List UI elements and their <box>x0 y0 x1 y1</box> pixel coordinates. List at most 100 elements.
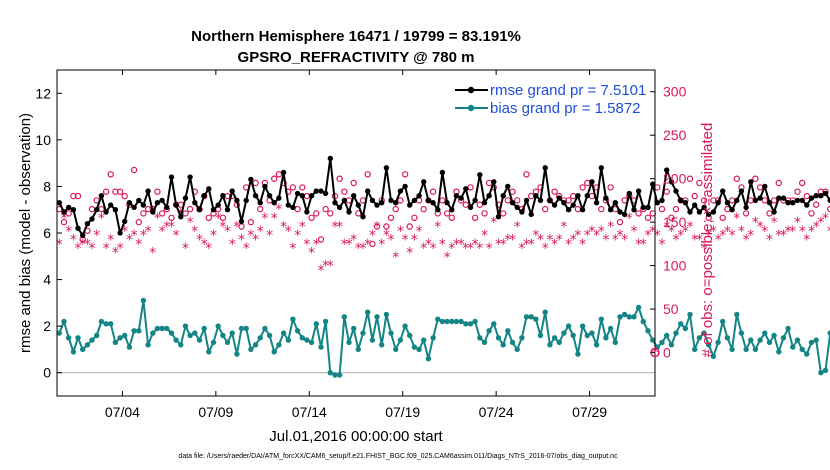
bias-point <box>523 314 530 320</box>
possible-obs-marker <box>182 210 189 217</box>
assimilated-obs-marker: * <box>794 215 801 231</box>
rmse-point <box>336 204 343 211</box>
rmse-point <box>430 200 436 206</box>
possible-obs-marker <box>275 171 283 178</box>
assimilated-obs-marker: * <box>775 228 782 244</box>
assimilated-obs-marker: * <box>313 237 320 253</box>
bias-point <box>598 316 604 322</box>
possible-obs-marker <box>803 192 811 200</box>
left-y-tick-label: 4 <box>43 272 51 288</box>
bias-point <box>346 339 352 346</box>
rmse-point <box>220 193 226 199</box>
right-y-tick-label: 150 <box>663 214 687 230</box>
rmse-point <box>150 209 156 215</box>
possible-obs-marker <box>406 223 413 230</box>
assimilated-obs-marker: * <box>715 233 722 249</box>
bias-point <box>294 328 301 334</box>
left-y-tick-label: 8 <box>43 178 51 194</box>
bias-point <box>757 337 763 343</box>
rmse-point <box>80 232 86 238</box>
rmse-point <box>126 200 133 206</box>
bias-point <box>117 335 123 341</box>
assimilated-obs-marker: * <box>61 211 68 227</box>
assimilated-obs-marker: * <box>224 224 231 240</box>
assimilated-obs-marker: * <box>159 224 166 240</box>
bias-point <box>421 337 427 343</box>
possible-obs-marker <box>327 210 334 217</box>
rmse-point <box>206 186 212 192</box>
possible-obs-marker <box>742 210 750 217</box>
assimilated-obs-marker: * <box>733 211 740 227</box>
possible-obs-marker <box>686 175 694 182</box>
bias-point <box>411 344 418 350</box>
rmse-point <box>458 195 464 201</box>
rmse-point <box>421 179 427 185</box>
bias-point <box>383 311 390 318</box>
assimilated-obs-marker: * <box>98 211 105 227</box>
rmse-point <box>117 230 123 236</box>
bias-point <box>271 349 277 355</box>
assimilated-obs-marker: * <box>89 241 96 257</box>
possible-obs-marker <box>219 214 227 221</box>
assimilated-obs-marker: * <box>318 263 325 279</box>
bias-point <box>332 372 338 378</box>
possible-obs-marker <box>542 205 549 213</box>
right-y-axis: 0 50 100 150 200 250 300 * <box>650 84 687 362</box>
rmse-point <box>645 204 651 211</box>
assimilated-obs-marker: * <box>444 250 451 266</box>
assimilated-obs-marker: * <box>677 228 684 244</box>
rmse-point <box>94 207 100 213</box>
possible-obs-marker <box>756 184 764 191</box>
rmse-point <box>332 200 338 206</box>
bias-point <box>196 337 203 343</box>
rmse-point <box>827 197 830 204</box>
assimilated-obs-marker: * <box>247 228 254 244</box>
assimilated-obs-marker: * <box>757 220 764 236</box>
assimilated-obs-marker: * <box>378 237 385 253</box>
right-axis-zero-star: * <box>652 346 659 362</box>
bias-point <box>547 342 553 348</box>
possible-obs-marker <box>135 218 142 226</box>
rmse-point <box>631 207 637 213</box>
bias-point <box>734 311 740 318</box>
assimilated-obs-marker: * <box>79 237 86 253</box>
bias-point <box>738 330 745 336</box>
possible-obs-marker <box>471 214 479 221</box>
rmse-point <box>449 207 455 213</box>
assimilated-obs-marker: * <box>710 224 717 240</box>
assimilated-obs-marker: * <box>696 233 703 249</box>
bias-point <box>444 318 450 325</box>
possible-obs-marker <box>635 210 642 217</box>
assimilated-obs-marker: * <box>542 241 549 257</box>
x-axis-label: Jul.01,2016 00:00:00 start <box>269 428 443 445</box>
rmse-point <box>537 197 544 204</box>
assimilated-obs-marker: * <box>654 228 661 244</box>
assimilated-obs-marker: * <box>411 233 418 249</box>
assimilated-obs-marker: * <box>360 241 367 257</box>
rmse-point <box>66 204 72 211</box>
assimilated-obs-marker: * <box>173 228 180 244</box>
assimilated-obs-marker: * <box>238 233 245 249</box>
possible-obs-marker <box>168 214 175 221</box>
possible-obs-marker <box>74 192 82 200</box>
possible-obs-marker <box>481 210 488 217</box>
assimilated-obs-marker: * <box>397 224 404 240</box>
bias-point <box>84 342 91 348</box>
bias-point <box>453 318 460 325</box>
bias-point <box>280 330 287 336</box>
possible-obs-marker <box>387 214 395 221</box>
bias-point <box>808 339 815 346</box>
bias-point <box>210 339 217 346</box>
bias-point <box>388 330 394 336</box>
legend-rmse-swatch <box>455 86 488 94</box>
possible-obs-marker <box>373 223 381 230</box>
bias-point <box>720 318 726 325</box>
possible-obs-marker <box>439 197 446 204</box>
rmse-point <box>724 200 731 206</box>
assimilated-obs-marker: * <box>752 215 759 231</box>
assimilated-obs-marker: * <box>131 228 138 244</box>
bias-point <box>505 328 511 334</box>
rmse-point <box>84 221 91 227</box>
bias-point <box>668 342 675 348</box>
bias-point <box>514 346 520 353</box>
